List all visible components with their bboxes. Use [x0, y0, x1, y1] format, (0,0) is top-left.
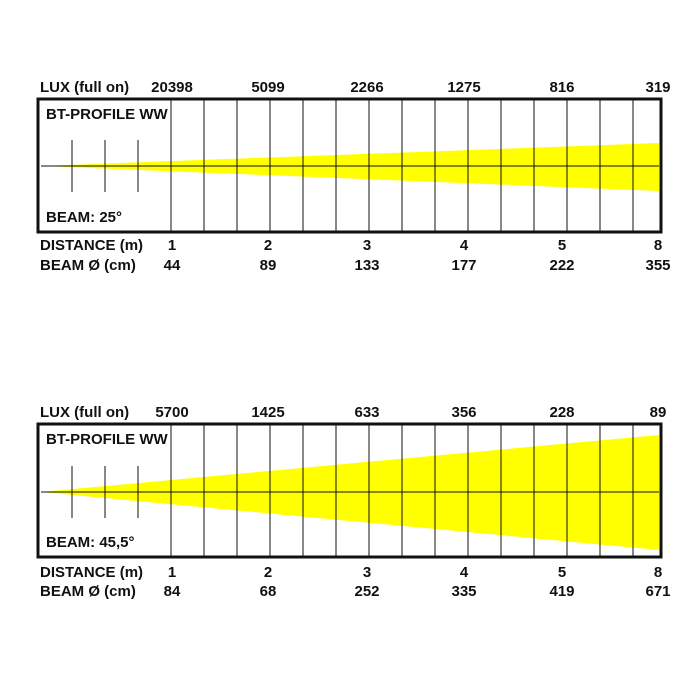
- beam-value: 89: [260, 257, 277, 274]
- lux-value: 1425: [251, 404, 284, 421]
- distance-value: 8: [654, 564, 662, 581]
- beam-cone: [41, 143, 659, 191]
- distance-value: 5: [558, 237, 566, 254]
- beam-value: 177: [451, 257, 476, 274]
- beam-value: 222: [549, 257, 574, 274]
- distance-label: DISTANCE (m): [40, 237, 143, 254]
- beam-label: BEAM Ø (cm): [40, 583, 136, 600]
- lux-value: 5700: [155, 404, 188, 421]
- lux-value: 633: [354, 404, 379, 421]
- lux-value: 816: [549, 79, 574, 96]
- lux-label: LUX (full on): [40, 404, 129, 421]
- lux-value: 2266: [350, 79, 383, 96]
- beam-value: 133: [354, 257, 379, 274]
- distance-value: 1: [168, 237, 176, 254]
- lux-value: 5099: [251, 79, 284, 96]
- beam-value: 355: [645, 257, 670, 274]
- distance-value: 4: [460, 564, 469, 581]
- distance-value: 2: [264, 237, 272, 254]
- lux-label: LUX (full on): [40, 79, 129, 96]
- lux-value: 228: [549, 404, 574, 421]
- distance-label: DISTANCE (m): [40, 564, 143, 581]
- lux-value: 356: [451, 404, 476, 421]
- beam-value: 84: [164, 583, 181, 600]
- beam-label: BEAM Ø (cm): [40, 257, 136, 274]
- beam-value: 419: [549, 583, 574, 600]
- distance-value: 3: [363, 237, 371, 254]
- distance-value: 1: [168, 564, 176, 581]
- beam-value: 671: [645, 583, 670, 600]
- beam-value: 335: [451, 583, 476, 600]
- panel-title: BT-PROFILE WW: [46, 106, 168, 123]
- distance-value: 3: [363, 564, 371, 581]
- beam-angle: BEAM: 25°: [46, 209, 122, 226]
- beam-value: 252: [354, 583, 379, 600]
- distance-value: 8: [654, 237, 662, 254]
- panel-title: BT-PROFILE WW: [46, 431, 168, 448]
- lux-value: 20398: [151, 79, 193, 96]
- beam-value: 68: [260, 583, 277, 600]
- lux-value: 1275: [447, 79, 480, 96]
- beam-value: 44: [164, 257, 181, 274]
- distance-value: 5: [558, 564, 566, 581]
- lux-value: 319: [645, 79, 670, 96]
- distance-value: 4: [460, 237, 469, 254]
- lux-value: 89: [650, 404, 667, 421]
- distance-value: 2: [264, 564, 272, 581]
- beam-angle: BEAM: 45,5°: [46, 534, 135, 551]
